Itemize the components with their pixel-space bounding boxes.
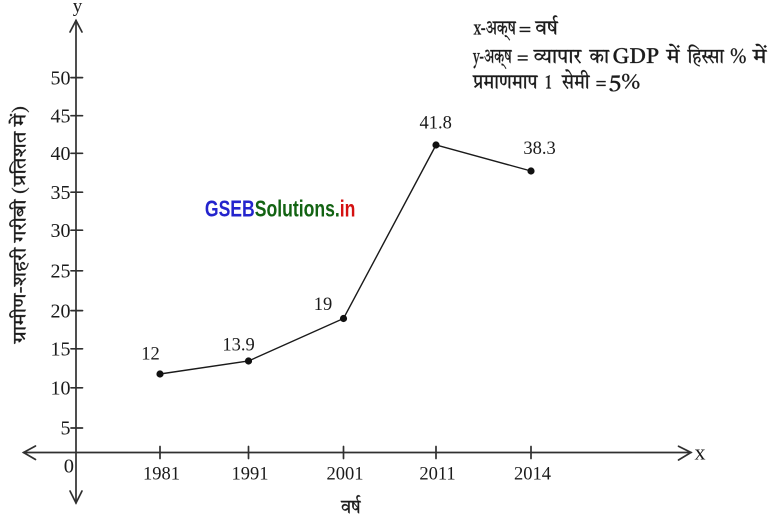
svg-text:2001: 2001 — [327, 464, 364, 484]
svg-text:50: 50 — [51, 67, 71, 89]
svg-text:2014: 2014 — [514, 464, 551, 484]
svg-text:1991: 1991 — [232, 464, 269, 484]
svg-text:5: 5 — [61, 418, 71, 440]
svg-text:19: 19 — [314, 295, 333, 315]
svg-text:25: 25 — [51, 261, 71, 283]
svg-text:41.8: 41.8 — [420, 114, 452, 134]
svg-text:38.3: 38.3 — [523, 139, 555, 159]
svg-text:2011: 2011 — [419, 464, 455, 484]
svg-text:40: 40 — [51, 143, 71, 165]
svg-text:15: 15 — [51, 339, 71, 361]
svg-text:45: 45 — [51, 105, 71, 127]
svg-text:0: 0 — [64, 456, 74, 478]
svg-text:30: 30 — [51, 220, 71, 242]
svg-text:10: 10 — [51, 378, 71, 400]
svg-text:x: x — [695, 440, 706, 465]
svg-text:GSEBSolutions.in: GSEBSolutions.in — [205, 196, 356, 222]
svg-text:35: 35 — [51, 182, 71, 204]
svg-text:1981: 1981 — [143, 464, 180, 484]
svg-text:13.9: 13.9 — [222, 336, 254, 356]
svg-text:y: y — [73, 0, 83, 17]
svg-text:12: 12 — [141, 345, 160, 365]
svg-text:20: 20 — [51, 300, 71, 322]
